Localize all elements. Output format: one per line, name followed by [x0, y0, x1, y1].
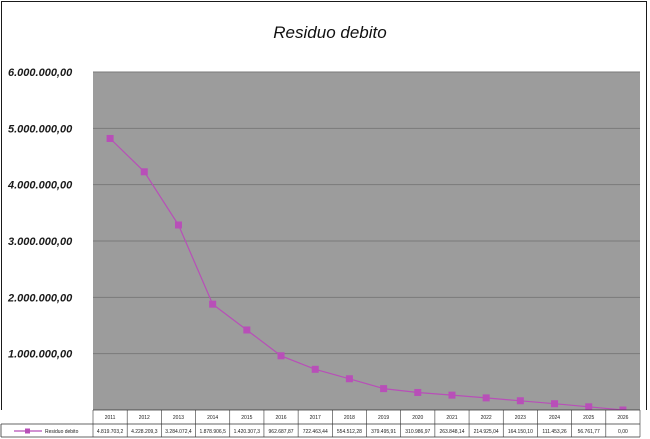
data-label: 1.878.906,5 [199, 429, 226, 435]
y-tick-label: 2.000.000,00 [7, 292, 73, 304]
x-tick-label: 2013 [173, 415, 184, 421]
legend-marker [25, 428, 30, 434]
data-point [345, 375, 353, 383]
y-axis-ticks: 6.000.000,00 5.000.000,00 4.000.000,00 3.00… [7, 67, 73, 417]
y-tick-label: 3.000.000,00 [8, 236, 73, 248]
x-tick-label: 2015 [241, 415, 252, 421]
series-line [109, 138, 623, 411]
y-tick-label: 1.000.000,00 [8, 349, 73, 361]
data-label: 379.495,91 [371, 429, 396, 435]
x-tick-label: 2023 [515, 415, 526, 421]
data-point [516, 397, 524, 405]
gridlines [93, 71, 640, 355]
y-tick-label: 6.000.000,00 [8, 67, 73, 79]
data-label: 310.986,97 [405, 429, 430, 435]
data-label: 111.453,26 [542, 429, 567, 435]
data-point [380, 385, 388, 393]
x-tick-label: 2022 [481, 415, 492, 421]
x-tick-label: 2020 [412, 415, 423, 421]
x-tick-label: 2021 [446, 415, 457, 421]
data-table: Residuo debito 2011 4.819.703,2 2012 4.228.2… [0, 409, 647, 438]
data-point [311, 365, 319, 373]
data-label: 4.819.703,2 [97, 429, 124, 435]
data-point [106, 134, 114, 142]
data-label: 4.228.209,3 [131, 429, 158, 435]
data-point [209, 300, 217, 308]
data-point [243, 326, 251, 334]
x-tick-label: 2012 [139, 415, 150, 421]
x-tick-label: 2014 [207, 415, 218, 421]
x-tick-label: 2025 [583, 415, 594, 421]
data-point [585, 403, 593, 411]
data-label: 263.848,14 [439, 429, 464, 435]
data-point [277, 352, 285, 360]
y-tick-label: 5.000.000,00 [8, 123, 73, 135]
x-tick-label: 2016 [275, 415, 286, 421]
data-label: 722.463,44 [303, 429, 328, 435]
data-point [174, 221, 182, 229]
data-label: 164.150,10 [508, 429, 533, 435]
x-tick-label: 2017 [310, 415, 321, 421]
series-markers [106, 134, 627, 414]
chart-title: Residuo debito [273, 23, 386, 42]
x-tick-label: 2011 [105, 415, 116, 421]
data-label: 962.687,87 [269, 429, 294, 435]
data-label: 214.925,04 [474, 429, 499, 435]
legend-label: Residuo debito [45, 429, 79, 435]
data-point [448, 391, 456, 399]
y-tick-label: 4.000.000,00 [7, 180, 73, 192]
data-label: 3.284.072,4 [165, 429, 192, 435]
x-tick-label: 2019 [378, 415, 389, 421]
data-label: 56.761,77 [578, 429, 600, 435]
x-tick-label: 2018 [344, 415, 355, 421]
data-label: 0,00 [618, 429, 628, 435]
data-label: 1.420.307,3 [234, 429, 261, 435]
data-point [140, 168, 148, 176]
data-point [482, 394, 490, 402]
data-point [551, 400, 559, 408]
x-tick-label: 2024 [549, 415, 560, 421]
data-point [414, 388, 422, 396]
x-tick-label: 2026 [617, 415, 628, 421]
data-label: 554.512,28 [337, 429, 362, 435]
